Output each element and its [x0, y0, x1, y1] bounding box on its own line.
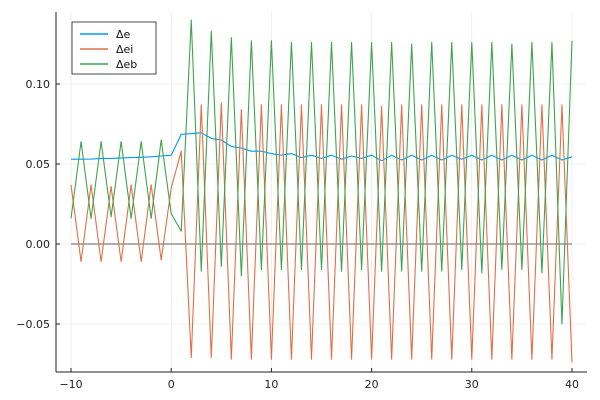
series-group — [70, 19, 573, 363]
legend-label: Δe — [116, 28, 131, 41]
legend: Δe Δei Δeb — [71, 21, 157, 75]
legend-label: Δeb — [116, 58, 137, 71]
x-tick-label: −10 — [59, 378, 82, 391]
x-tick-label: 20 — [365, 378, 379, 391]
series-line-1 — [71, 132, 573, 162]
y-tick-label: 0.05 — [26, 158, 51, 171]
x-tick-label: 40 — [565, 378, 579, 391]
y-tick-label: −0.05 — [16, 318, 50, 331]
grid — [56, 12, 587, 372]
x-tick-label: 30 — [465, 378, 479, 391]
axes: −10 0 10 20 30 40 −0.05 0.00 0.05 0.10 — [16, 12, 587, 391]
x-tick-label: 0 — [168, 378, 175, 391]
series-line-2 — [70, 102, 573, 363]
legend-label: Δei — [116, 43, 133, 56]
x-tick-label: 10 — [264, 378, 278, 391]
y-tick-label: 0.10 — [26, 78, 51, 91]
legend-box — [71, 21, 157, 75]
y-tick-label: 0.00 — [26, 238, 51, 251]
series-line-3 — [70, 19, 573, 325]
